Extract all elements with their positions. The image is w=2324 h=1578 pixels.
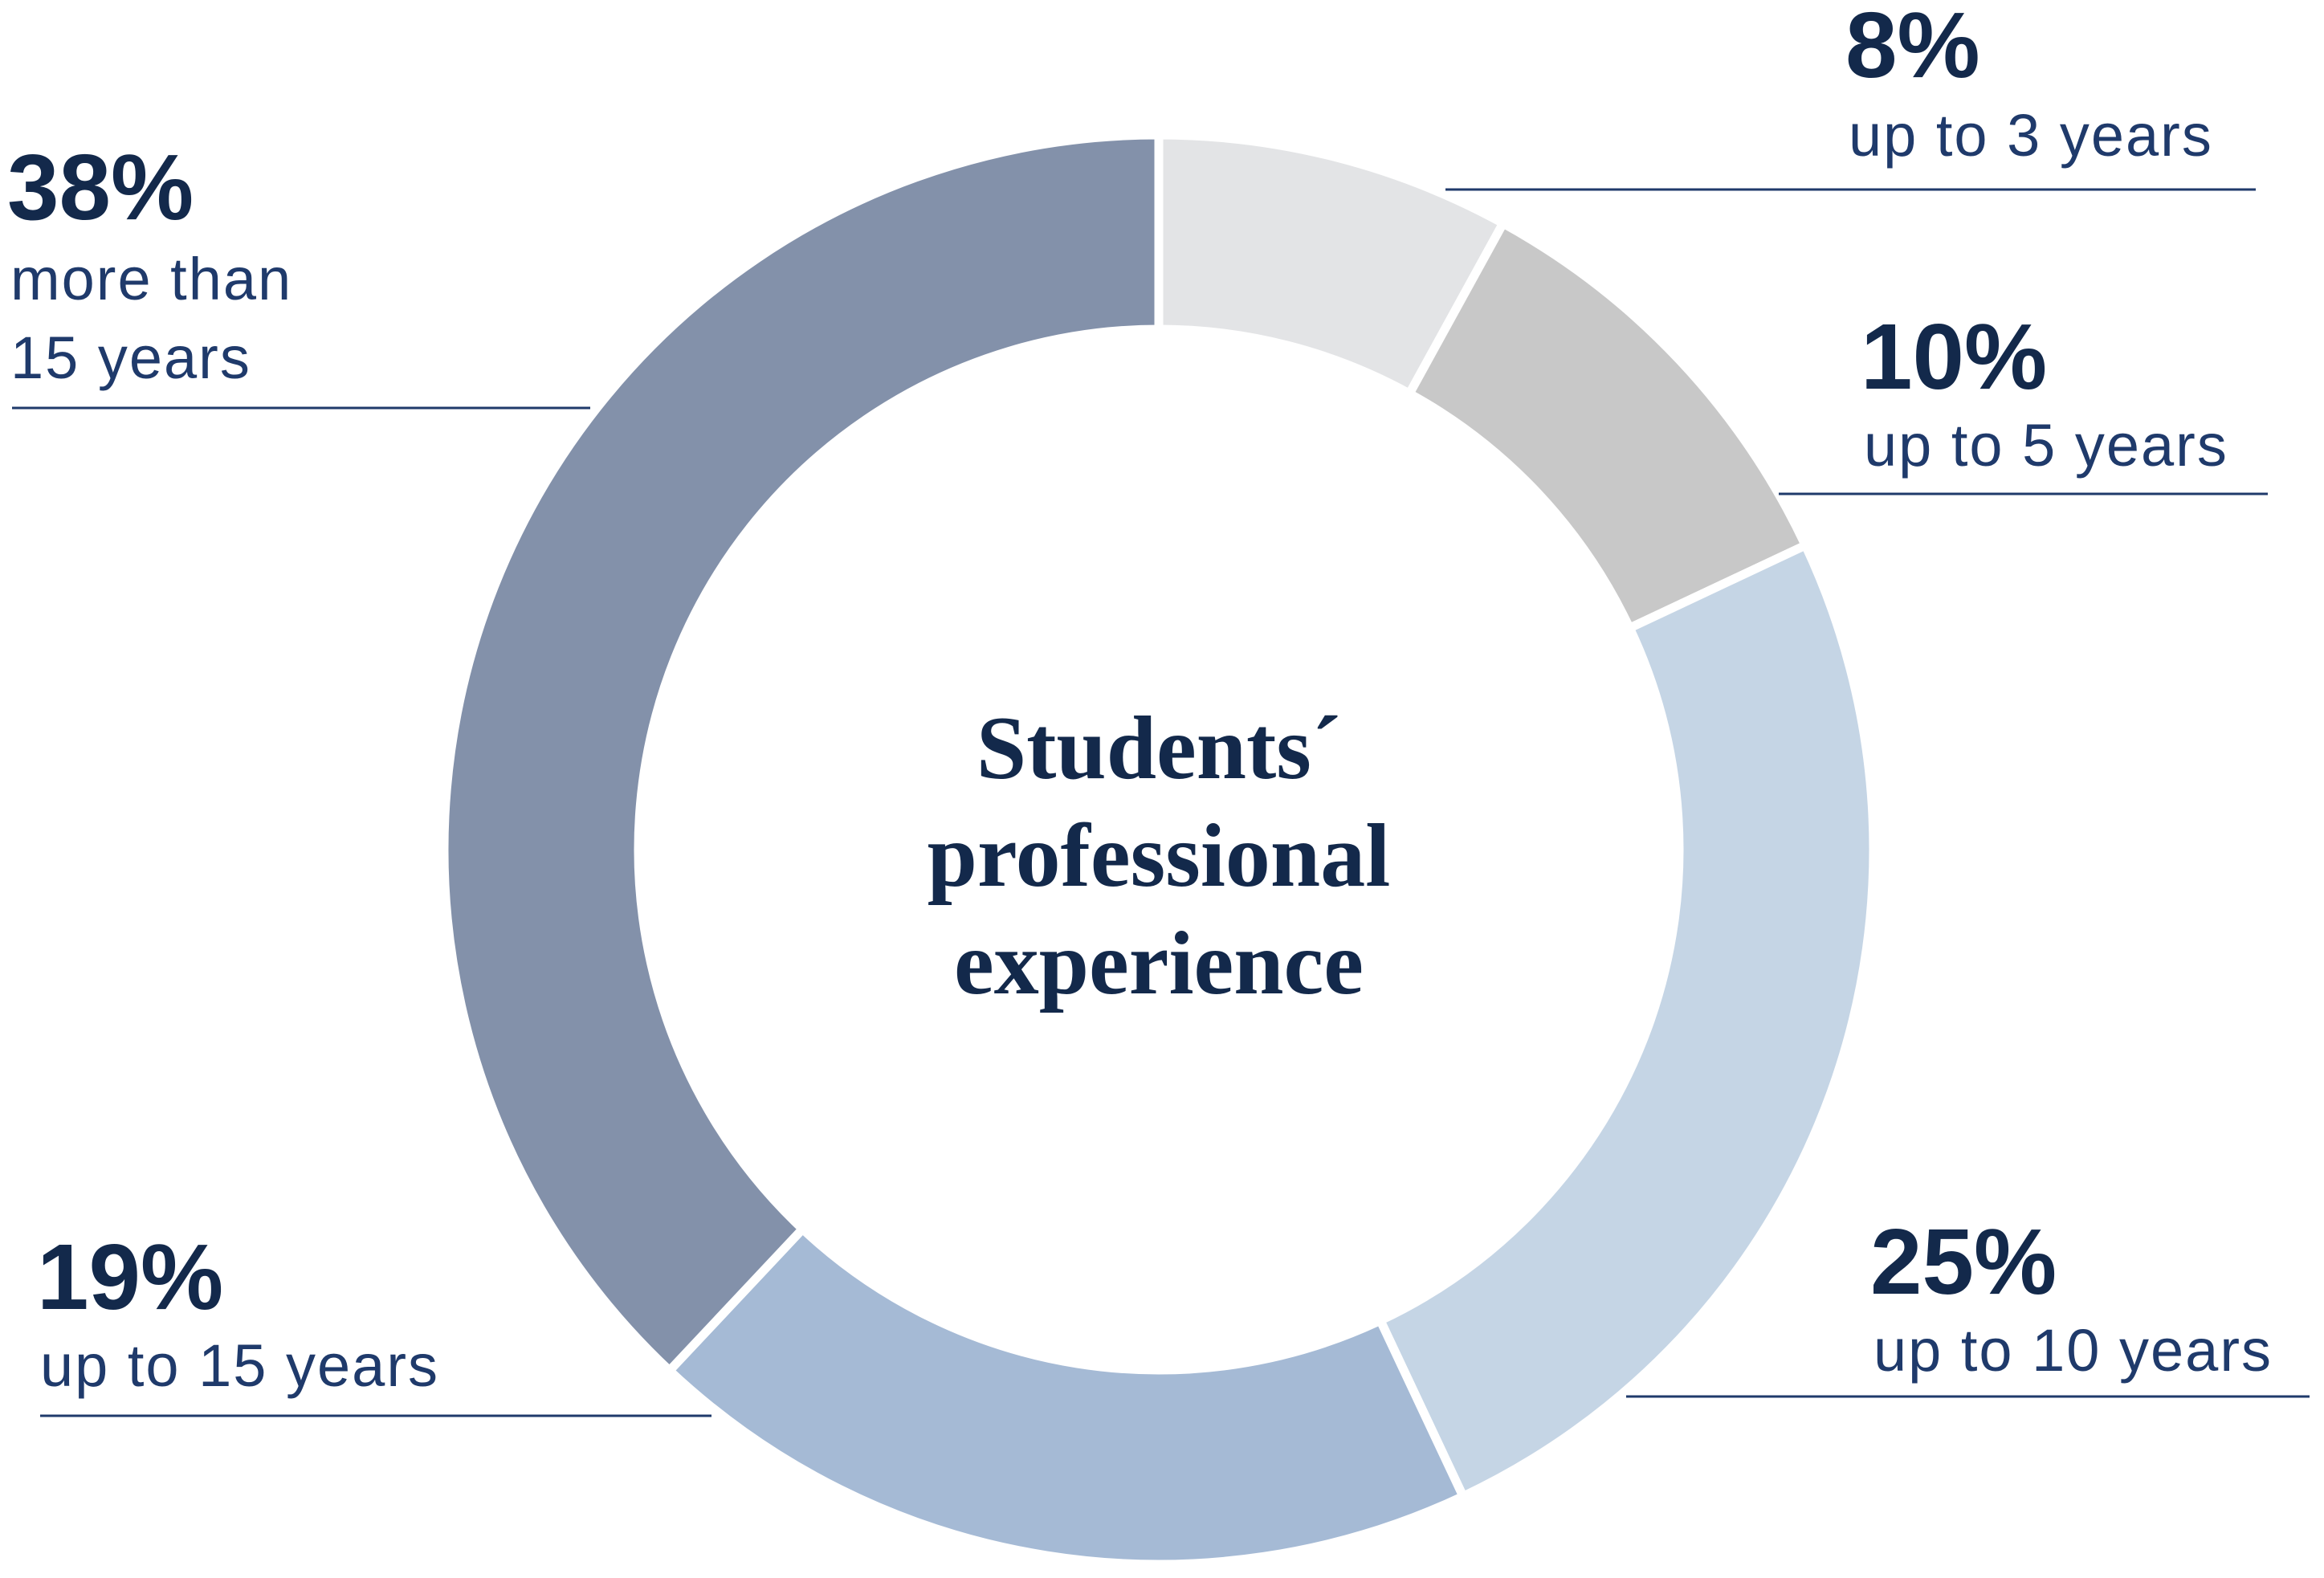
category-label: up to 3 years — [1849, 102, 2213, 169]
donut-slice — [1403, 217, 1812, 634]
donut-slice — [1374, 539, 1878, 1503]
donut-slice — [439, 130, 1164, 1377]
chart-title: Students´ professional experience — [928, 699, 1391, 1013]
category-label: up to 15 years — [40, 1332, 439, 1399]
value-label: 8% — [1845, 0, 1980, 97]
value-label: 10% — [1861, 304, 2047, 409]
donut-slice — [663, 1222, 1470, 1569]
value-label: 38% — [7, 135, 194, 239]
category-label: more than 15 years — [10, 246, 292, 391]
category-label: up to 5 years — [1864, 412, 2228, 479]
value-label: 25% — [1870, 1209, 2057, 1314]
value-label: 19% — [37, 1225, 223, 1329]
donut — [439, 130, 1878, 1569]
category-label: up to 10 years — [1873, 1317, 2273, 1384]
